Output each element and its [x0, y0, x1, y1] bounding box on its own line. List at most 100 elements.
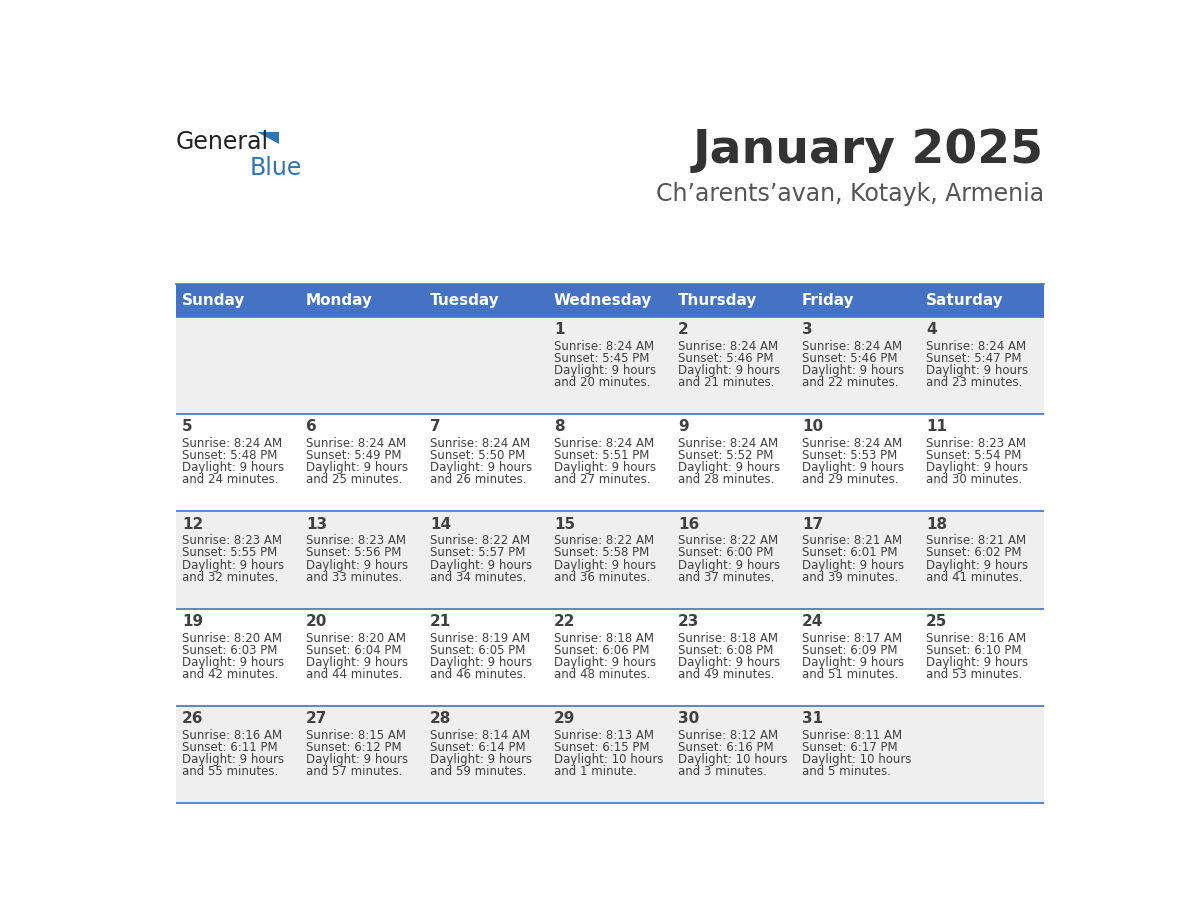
- Text: Sunrise: 8:19 AM: Sunrise: 8:19 AM: [430, 632, 530, 644]
- Text: Sunrise: 8:21 AM: Sunrise: 8:21 AM: [802, 534, 902, 547]
- Bar: [796, 414, 920, 511]
- Bar: [796, 317, 920, 414]
- Bar: [299, 706, 424, 803]
- Text: Sunset: 6:09 PM: Sunset: 6:09 PM: [802, 644, 897, 656]
- Bar: [424, 706, 548, 803]
- Text: 6: 6: [305, 420, 316, 434]
- Text: and 57 minutes.: and 57 minutes.: [305, 766, 403, 778]
- Text: 8: 8: [554, 420, 564, 434]
- Text: and 24 minutes.: and 24 minutes.: [182, 474, 278, 487]
- Text: 20: 20: [305, 614, 327, 629]
- Text: 27: 27: [305, 711, 327, 726]
- Text: and 20 minutes.: and 20 minutes.: [554, 376, 650, 389]
- Text: Daylight: 9 hours: Daylight: 9 hours: [182, 461, 284, 475]
- Text: and 29 minutes.: and 29 minutes.: [802, 474, 898, 487]
- Text: 16: 16: [678, 517, 699, 532]
- Text: Sunset: 5:51 PM: Sunset: 5:51 PM: [554, 449, 649, 462]
- Bar: [920, 414, 1043, 511]
- Text: 18: 18: [925, 517, 947, 532]
- Text: 3: 3: [802, 322, 813, 337]
- Text: 10: 10: [802, 420, 823, 434]
- Text: and 55 minutes.: and 55 minutes.: [182, 766, 278, 778]
- Text: Sunset: 5:57 PM: Sunset: 5:57 PM: [430, 546, 525, 559]
- Text: Sunrise: 8:22 AM: Sunrise: 8:22 AM: [430, 534, 530, 547]
- Bar: [796, 511, 920, 609]
- Bar: [424, 609, 548, 706]
- Text: 19: 19: [182, 614, 203, 629]
- Text: Thursday: Thursday: [678, 293, 757, 308]
- Bar: [796, 609, 920, 706]
- Text: and 27 minutes.: and 27 minutes.: [554, 474, 650, 487]
- Text: and 53 minutes.: and 53 minutes.: [925, 668, 1022, 681]
- Text: and 49 minutes.: and 49 minutes.: [678, 668, 775, 681]
- Text: Sunrise: 8:17 AM: Sunrise: 8:17 AM: [802, 632, 902, 644]
- Text: Sunset: 6:14 PM: Sunset: 6:14 PM: [430, 741, 525, 754]
- Text: Sunrise: 8:13 AM: Sunrise: 8:13 AM: [554, 729, 653, 742]
- Bar: [920, 511, 1043, 609]
- Text: Sunrise: 8:18 AM: Sunrise: 8:18 AM: [678, 632, 778, 644]
- Text: Sunset: 6:12 PM: Sunset: 6:12 PM: [305, 741, 402, 754]
- Text: Daylight: 10 hours: Daylight: 10 hours: [554, 754, 663, 767]
- Text: Sunset: 6:10 PM: Sunset: 6:10 PM: [925, 644, 1022, 656]
- Text: 25: 25: [925, 614, 947, 629]
- Bar: [548, 285, 671, 317]
- Text: Saturday: Saturday: [925, 293, 1004, 308]
- Text: Wednesday: Wednesday: [554, 293, 652, 308]
- Text: Daylight: 9 hours: Daylight: 9 hours: [430, 461, 532, 475]
- Text: Sunrise: 8:20 AM: Sunrise: 8:20 AM: [305, 632, 406, 644]
- Text: 28: 28: [430, 711, 451, 726]
- Text: Sunset: 5:50 PM: Sunset: 5:50 PM: [430, 449, 525, 462]
- Text: 29: 29: [554, 711, 575, 726]
- Text: Daylight: 9 hours: Daylight: 9 hours: [802, 461, 904, 475]
- Text: 30: 30: [678, 711, 699, 726]
- Bar: [671, 414, 796, 511]
- Text: Sunrise: 8:24 AM: Sunrise: 8:24 AM: [430, 437, 530, 450]
- Text: Sunset: 5:58 PM: Sunset: 5:58 PM: [554, 546, 649, 559]
- Text: Daylight: 9 hours: Daylight: 9 hours: [678, 656, 781, 669]
- Text: and 59 minutes.: and 59 minutes.: [430, 766, 526, 778]
- Bar: [299, 511, 424, 609]
- Bar: [796, 706, 920, 803]
- Text: Daylight: 9 hours: Daylight: 9 hours: [554, 461, 656, 475]
- Text: and 41 minutes.: and 41 minutes.: [925, 571, 1023, 584]
- Text: Ch’arents’avan, Kotayk, Armenia: Ch’arents’avan, Kotayk, Armenia: [656, 182, 1043, 206]
- Text: Sunset: 5:47 PM: Sunset: 5:47 PM: [925, 352, 1022, 364]
- Text: 11: 11: [925, 420, 947, 434]
- Text: General: General: [176, 130, 268, 154]
- Bar: [548, 609, 671, 706]
- Text: and 32 minutes.: and 32 minutes.: [182, 571, 278, 584]
- Bar: [548, 511, 671, 609]
- Bar: [299, 609, 424, 706]
- Bar: [548, 706, 671, 803]
- Text: Sunrise: 8:16 AM: Sunrise: 8:16 AM: [925, 632, 1026, 644]
- Text: Sunset: 6:04 PM: Sunset: 6:04 PM: [305, 644, 402, 656]
- Text: Sunset: 6:06 PM: Sunset: 6:06 PM: [554, 644, 650, 656]
- Text: Daylight: 9 hours: Daylight: 9 hours: [305, 559, 407, 572]
- Text: Daylight: 9 hours: Daylight: 9 hours: [925, 364, 1028, 377]
- Text: Sunday: Sunday: [182, 293, 245, 308]
- Text: Sunset: 5:49 PM: Sunset: 5:49 PM: [305, 449, 402, 462]
- Text: 24: 24: [802, 614, 823, 629]
- Text: Daylight: 9 hours: Daylight: 9 hours: [802, 656, 904, 669]
- Text: and 44 minutes.: and 44 minutes.: [305, 668, 403, 681]
- Text: Sunset: 6:00 PM: Sunset: 6:00 PM: [678, 546, 773, 559]
- Text: Daylight: 10 hours: Daylight: 10 hours: [802, 754, 911, 767]
- Bar: [671, 285, 796, 317]
- Text: 15: 15: [554, 517, 575, 532]
- Text: Sunset: 5:48 PM: Sunset: 5:48 PM: [182, 449, 277, 462]
- Bar: [796, 285, 920, 317]
- Bar: [424, 414, 548, 511]
- Text: Sunrise: 8:15 AM: Sunrise: 8:15 AM: [305, 729, 406, 742]
- Text: January 2025: January 2025: [693, 128, 1043, 173]
- Text: 4: 4: [925, 322, 936, 337]
- Text: Sunset: 6:11 PM: Sunset: 6:11 PM: [182, 741, 278, 754]
- Text: 9: 9: [678, 420, 689, 434]
- Text: Sunrise: 8:21 AM: Sunrise: 8:21 AM: [925, 534, 1026, 547]
- Bar: [920, 706, 1043, 803]
- Text: Sunrise: 8:18 AM: Sunrise: 8:18 AM: [554, 632, 653, 644]
- Bar: [424, 285, 548, 317]
- Text: Sunset: 6:01 PM: Sunset: 6:01 PM: [802, 546, 897, 559]
- Text: and 22 minutes.: and 22 minutes.: [802, 376, 898, 389]
- Text: Daylight: 9 hours: Daylight: 9 hours: [182, 656, 284, 669]
- Text: and 25 minutes.: and 25 minutes.: [305, 474, 403, 487]
